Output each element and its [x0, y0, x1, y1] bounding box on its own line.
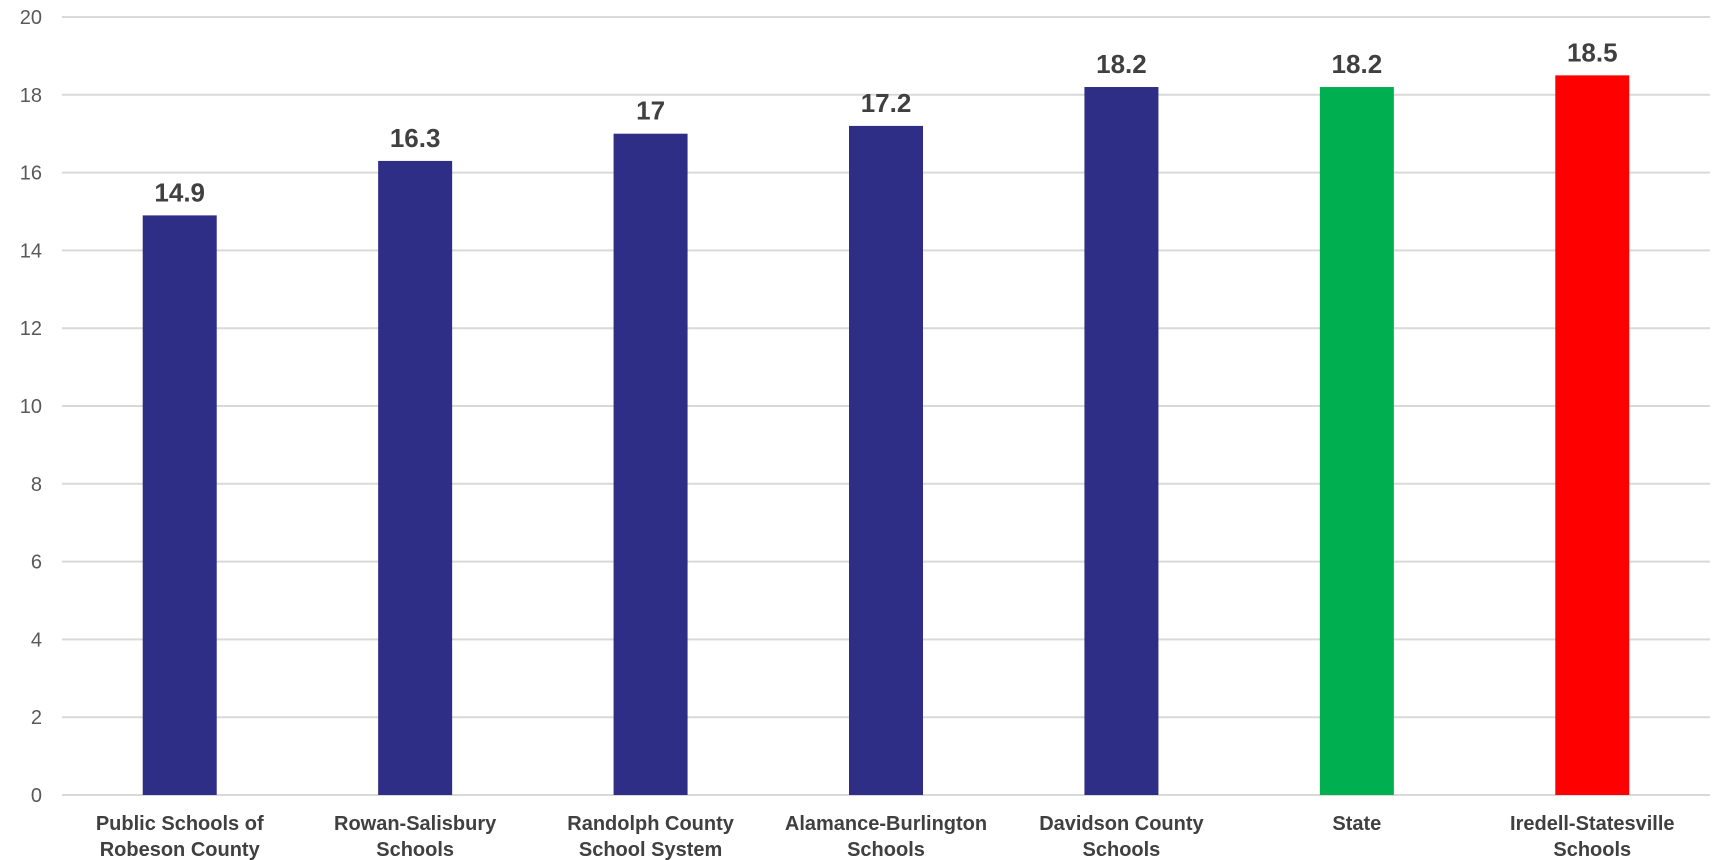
category-label-line: Schools — [847, 839, 925, 860]
bars — [142, 75, 1630, 796]
category-label-line: Randolph County — [567, 813, 735, 835]
y-tick-label: 18 — [20, 85, 42, 107]
bar — [1319, 87, 1394, 795]
y-tick-label: 12 — [20, 318, 42, 340]
category-label: Public Schools of Robeson County — [96, 813, 264, 860]
category-label: Rowan-Salisbury Schools — [334, 813, 497, 860]
bar — [142, 215, 217, 795]
data-label: 14.9 — [154, 177, 205, 207]
category-label-line: Schools — [376, 839, 454, 860]
data-label: 16.3 — [390, 123, 441, 153]
category-label-line: Davidson County — [1039, 813, 1204, 835]
x-axis-categories: Public Schools of Robeson County Rowan-Sal… — [96, 813, 1675, 860]
category-label-line: Public Schools of — [96, 813, 264, 835]
category-label-line: School System — [579, 839, 722, 860]
category-label-line: Schools — [1083, 839, 1161, 860]
category-label: Iredell-Statesville Schools — [1510, 813, 1675, 860]
bar — [849, 125, 923, 796]
data-label: 18.5 — [1567, 37, 1618, 67]
y-tick-label: 16 — [20, 163, 42, 185]
data-label: 17 — [636, 96, 665, 126]
y-tick-label: 2 — [31, 707, 42, 729]
y-axis-ticks: 0 2 4 6 8 10 12 14 16 18 20 — [20, 7, 42, 807]
bar — [1084, 87, 1159, 795]
data-label: 18.2 — [1096, 49, 1147, 79]
y-tick-label: 8 — [31, 474, 42, 496]
y-tick-label: 0 — [31, 785, 42, 807]
category-label-line: Robeson County — [100, 839, 261, 860]
data-label: 18.2 — [1332, 49, 1383, 79]
y-tick-label: 6 — [31, 552, 42, 574]
y-tick-label: 14 — [20, 240, 42, 262]
bar — [1555, 75, 1630, 796]
bar — [613, 133, 688, 795]
category-label-line: Alamance-Burlington — [785, 813, 987, 835]
category-label-line: State — [1332, 813, 1381, 835]
category-label-line: Rowan-Salisbury — [334, 813, 497, 835]
category-label: Randolph County School System — [567, 813, 735, 860]
category-label-line: Schools — [1553, 839, 1631, 860]
bar — [378, 160, 453, 795]
y-tick-label: 20 — [20, 7, 42, 29]
data-labels: 14.9 16.3 17 17.2 18.2 18.2 18.5 — [154, 37, 1617, 207]
category-label: Alamance-Burlington Schools — [785, 813, 987, 860]
y-tick-label: 4 — [31, 629, 42, 651]
data-label: 17.2 — [861, 88, 912, 118]
category-label: Davidson County Schools — [1039, 813, 1204, 860]
category-label: State — [1332, 813, 1381, 835]
category-label-line: Iredell-Statesville — [1510, 813, 1675, 835]
y-tick-label: 10 — [20, 396, 42, 418]
